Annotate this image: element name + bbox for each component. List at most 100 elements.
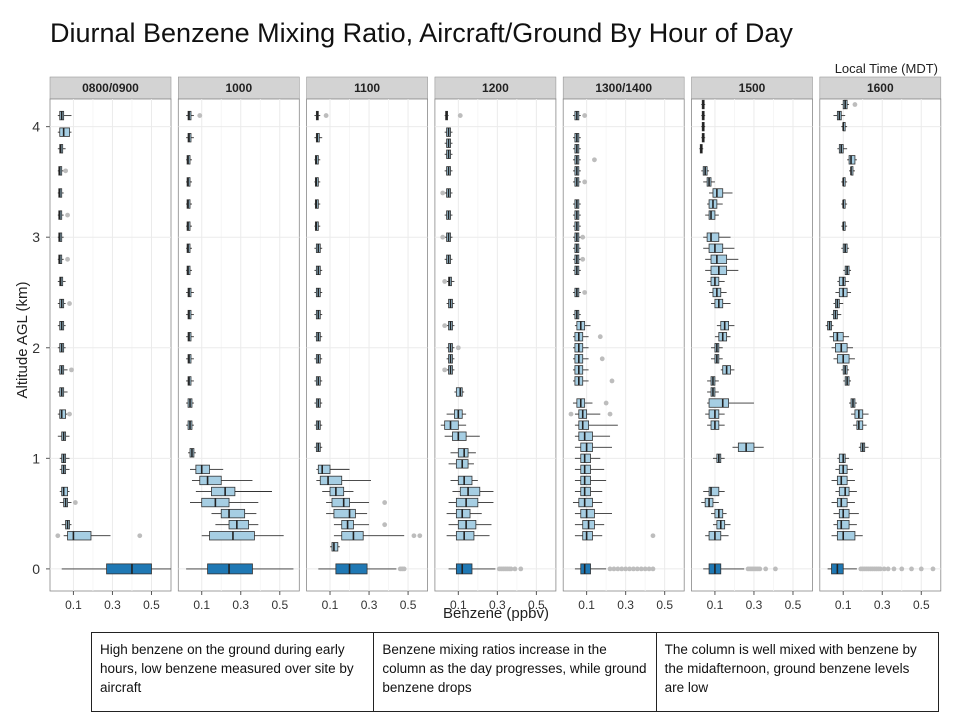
aircraft-box <box>442 276 455 287</box>
aircraft-box <box>186 354 194 364</box>
outlier-point <box>382 500 388 505</box>
aircraft-box <box>568 409 613 419</box>
aircraft-box <box>326 508 368 519</box>
ground-box <box>186 563 294 575</box>
aircraft-box <box>833 508 859 519</box>
aircraft-box <box>190 464 224 475</box>
facet-strip-label: 1500 <box>739 81 766 95</box>
box <box>856 420 864 430</box>
outlier-point <box>582 179 588 185</box>
aircraft-box <box>701 133 706 143</box>
aircraft-box <box>314 243 323 253</box>
aircraft-box <box>57 188 64 198</box>
aircraft-box <box>574 420 618 430</box>
aircraft-box <box>572 110 588 121</box>
aircraft-box <box>711 343 723 353</box>
x-tick-label: 0.3 <box>489 598 506 612</box>
aircraft-box <box>186 221 192 231</box>
aircraft-box <box>444 138 453 148</box>
facet-panel-2: 1100 0.1 0.3 0.5 <box>306 76 429 612</box>
aircraft-box <box>57 409 72 419</box>
aircraft-box <box>59 486 70 497</box>
box <box>59 127 70 137</box>
aircraft-box <box>440 188 453 198</box>
aircraft-box <box>835 464 853 475</box>
aircraft-box <box>837 144 848 154</box>
outlier-point <box>592 157 597 163</box>
y-tick-label: 0 <box>32 561 40 577</box>
aircraft-box <box>707 420 725 430</box>
aircraft-box <box>186 133 194 143</box>
outlier-point <box>442 279 448 284</box>
aircraft-box <box>314 398 323 408</box>
box <box>712 188 724 198</box>
aircraft-box <box>326 497 388 508</box>
outlier-point <box>918 566 924 572</box>
facet-panel-6: 1600 0.1 0.3 0.5 <box>819 76 942 612</box>
aircraft-box <box>858 442 869 452</box>
aircraft-box <box>57 127 72 137</box>
aircraft-box <box>701 166 710 176</box>
box <box>195 464 210 475</box>
aircraft-box <box>314 354 323 364</box>
box <box>319 475 343 486</box>
aircraft-box <box>316 475 372 486</box>
outlier-point <box>512 566 518 572</box>
aircraft-box <box>57 210 70 220</box>
outlier-point <box>930 566 936 572</box>
y-tick-label: 3 <box>32 229 40 245</box>
outlier-point <box>382 522 388 528</box>
aircraft-box <box>57 254 70 264</box>
aircraft-box <box>314 221 321 231</box>
facet-panel-5: 1500 0.1 0.3 0.5 <box>691 76 813 612</box>
aircraft-box <box>837 276 850 287</box>
box <box>582 531 593 541</box>
box <box>220 508 246 519</box>
outlier-point <box>72 500 78 505</box>
aircraft-box <box>841 177 848 187</box>
aircraft-box <box>703 177 715 187</box>
aircraft-box <box>833 520 857 530</box>
aircraft-box <box>572 497 603 508</box>
aircraft-box <box>59 464 70 475</box>
facet-panel-0: 0800/0900 0.1 0.3 0.5 <box>49 76 172 612</box>
outlier-point <box>582 113 588 118</box>
aircraft-box <box>572 177 588 187</box>
aircraft-box <box>574 508 612 519</box>
y-tick-label: 2 <box>32 340 40 356</box>
aircraft-box <box>186 332 194 342</box>
ground-box <box>703 563 778 575</box>
box <box>838 453 846 463</box>
aircraft-box <box>444 110 463 121</box>
aircraft-box <box>714 332 731 342</box>
outlier-point <box>597 334 603 340</box>
box <box>580 464 591 475</box>
outlier-point <box>580 234 586 240</box>
aircraft-box <box>448 459 474 469</box>
aircraft-box <box>701 110 706 121</box>
outlier-point <box>852 102 858 107</box>
aircraft-box <box>186 287 194 298</box>
x-tick-label: 0.1 <box>450 598 467 612</box>
aircraft-box <box>825 321 834 331</box>
outlier-point <box>65 256 70 262</box>
outlier-point <box>417 533 423 539</box>
aircraft-box <box>711 508 727 519</box>
x-tick-label: 0.3 <box>361 598 378 612</box>
aircraft-box <box>831 497 855 508</box>
aircraft-box <box>186 155 192 165</box>
ground-box <box>574 563 656 575</box>
aircraft-box <box>186 420 194 430</box>
x-tick-label: 0.3 <box>617 598 634 612</box>
box <box>457 448 469 458</box>
outlier-point <box>442 323 448 329</box>
box <box>341 531 364 541</box>
note-midafternoon: The column is well mixed with benzene by… <box>664 642 917 695</box>
aircraft-box <box>572 343 589 353</box>
aircraft-box <box>215 520 259 530</box>
x-tick-label: 0.1 <box>322 598 339 612</box>
aircraft-box <box>699 144 704 154</box>
aircraft-box <box>841 365 850 375</box>
aircraft-box <box>572 398 609 408</box>
